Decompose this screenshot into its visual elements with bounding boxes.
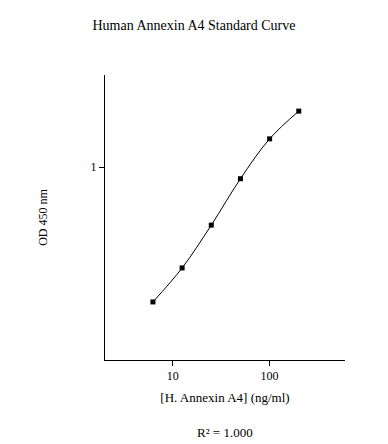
svg-text:100: 100 (261, 369, 279, 383)
svg-text:Human Annexin A4 Standard Curv: Human Annexin A4 Standard Curve (93, 18, 296, 33)
svg-text:[H. Annexin A4] (ng/ml): [H. Annexin A4] (ng/ml) (160, 390, 289, 405)
svg-text:OD 450 nm: OD 450 nm (36, 189, 50, 246)
svg-text:R² = 1.000: R² = 1.000 (197, 425, 253, 440)
svg-text:1: 1 (91, 160, 97, 174)
svg-text:10: 10 (167, 369, 179, 383)
